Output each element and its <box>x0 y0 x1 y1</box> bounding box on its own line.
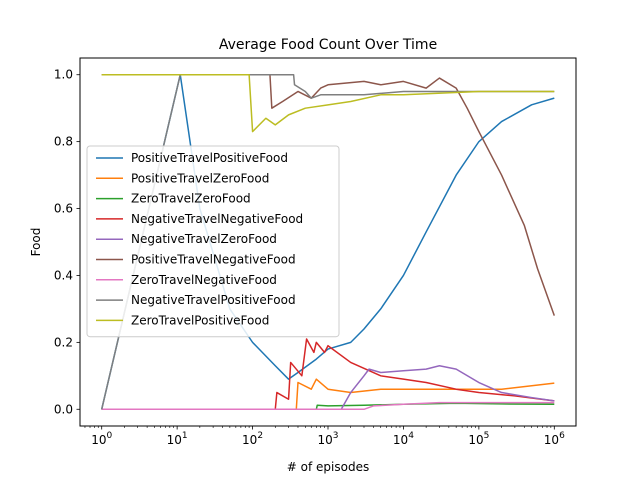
series-line-8 <box>101 73 555 133</box>
chart-title: Average Food Count Over Time <box>219 37 437 53</box>
legend-label-0: PositiveTravelPositiveFood <box>131 151 288 165</box>
x-tick-label-3: 103 <box>317 431 338 447</box>
y-tick-label-3: 0.6 <box>54 202 73 216</box>
x-tick-label-5: 105 <box>468 431 489 447</box>
x-tick-label-6: 106 <box>544 431 565 447</box>
legend-label-3: NegativeTravelNegativeFood <box>131 212 303 226</box>
legend-label-2: ZeroTravelZeroFood <box>131 192 251 206</box>
legend-label-1: PositiveTravelZeroFood <box>131 171 269 185</box>
y-tick-label-2: 0.4 <box>54 268 73 282</box>
legend-label-4: NegativeTravelZeroFood <box>131 232 277 246</box>
y-tick-label-4: 0.8 <box>54 135 73 149</box>
series-line-7 <box>100 73 555 410</box>
y-tick-label-0: 0.0 <box>54 402 73 416</box>
legend-label-7: NegativeTravelPositiveFood <box>131 293 296 307</box>
legend-label-8: ZeroTravelPositiveFood <box>131 313 269 327</box>
x-tick-label-2: 102 <box>242 431 263 447</box>
y-axis: 0.0 0.2 0.4 0.6 0.8 1.0 <box>54 68 80 416</box>
series-line-6 <box>101 401 555 411</box>
legend-box <box>86 145 340 338</box>
series-line-2 <box>101 402 555 411</box>
legend-label-6: ZeroTravelNegativeFood <box>131 273 277 287</box>
x-tick-label-1: 101 <box>167 431 188 447</box>
x-axis-label: # of episodes <box>287 460 369 474</box>
legend-label-5: PositiveTravelNegativeFood <box>131 253 296 267</box>
series-line-3 <box>101 338 555 411</box>
y-tick-label-5: 1.0 <box>54 68 73 82</box>
series-line-1 <box>101 378 555 411</box>
x-tick-label-4: 104 <box>393 431 414 447</box>
x-axis: 100 101 102 103 104 105 106 <box>84 426 565 447</box>
series-line-5 <box>101 73 556 316</box>
y-tick-label-1: 0.2 <box>54 335 73 349</box>
legend: PositiveTravelPositiveFood PositiveTravel… <box>86 145 340 338</box>
y-axis-label: Food <box>29 228 43 257</box>
x-tick-label-0: 100 <box>91 431 112 447</box>
series-line-4 <box>101 365 555 411</box>
